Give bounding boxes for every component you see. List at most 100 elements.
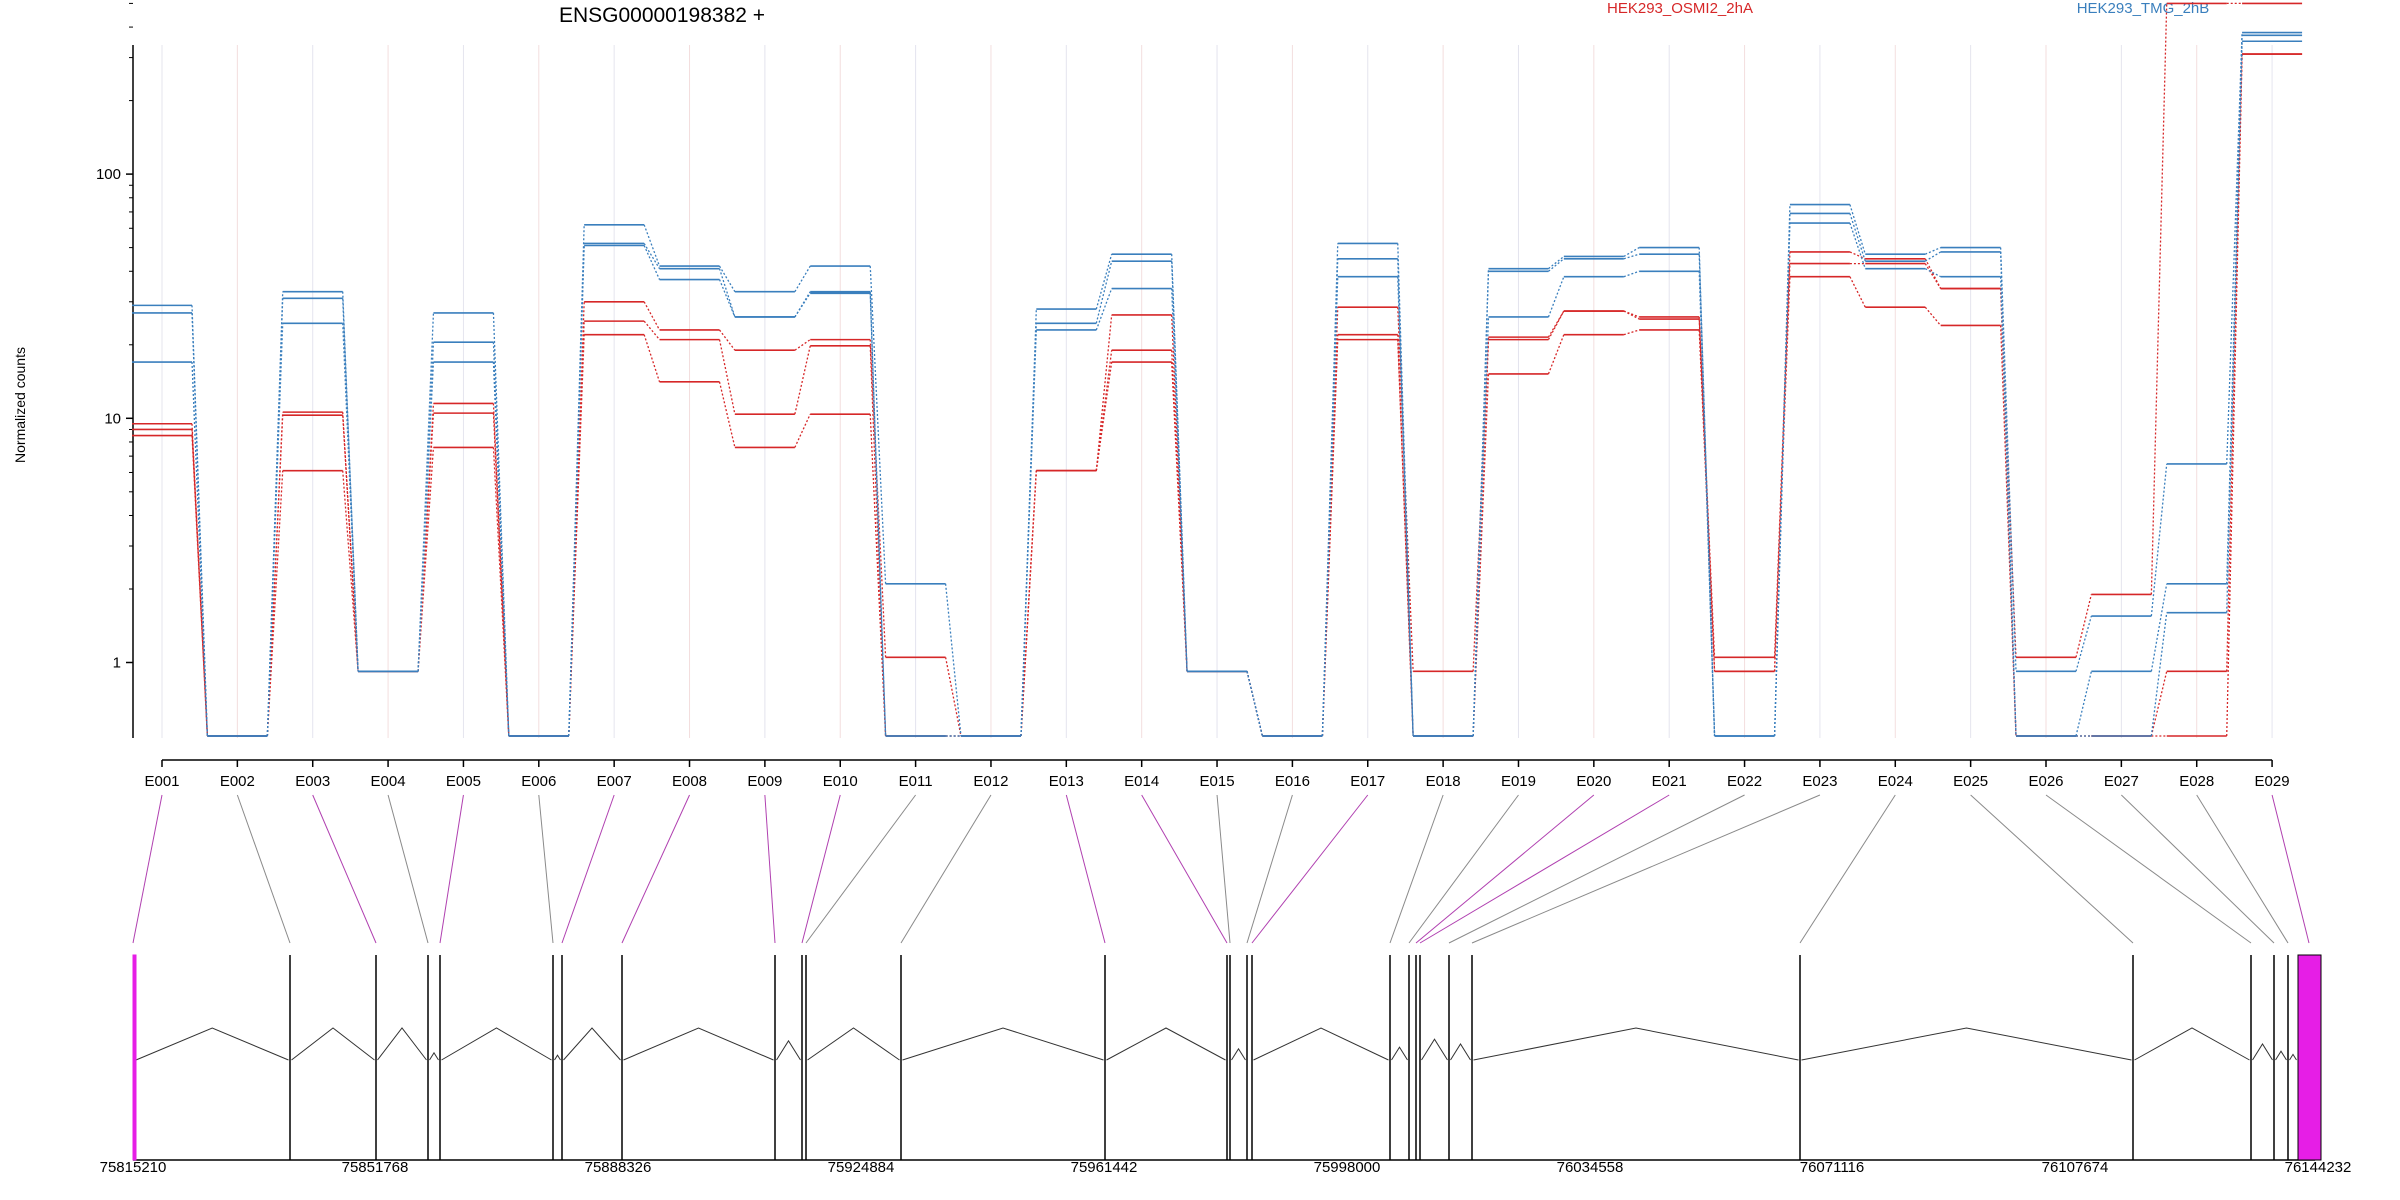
- data-connector: [1698, 316, 1716, 658]
- exon-gridlines: [161, 45, 2273, 738]
- data-connector: [492, 447, 510, 737]
- exon-box-e001: [132, 954, 137, 1161]
- data-connector: [869, 266, 887, 584]
- x-tick-label-e012: E012: [973, 773, 1008, 790]
- data-connector: [1924, 258, 1942, 289]
- y-tick-label: 100: [96, 166, 121, 183]
- data-connector: [568, 245, 585, 737]
- series-lines: [132, 2, 2303, 737]
- intron-chevron: [1391, 1046, 1408, 1061]
- intron-chevron: [623, 1027, 774, 1061]
- data-connector: [1698, 271, 1716, 737]
- data-connector: [1773, 223, 1791, 737]
- connector-e025: [1970, 794, 2134, 944]
- x-tick-label-e009: E009: [747, 773, 782, 790]
- intron-chevron: [902, 1027, 1104, 1061]
- data-connector: [718, 268, 736, 318]
- data-connector: [869, 414, 887, 737]
- data-connector: [1397, 258, 1414, 737]
- data-connector: [1321, 339, 1339, 737]
- data-connector: [1548, 258, 1565, 272]
- data-connector: [1623, 310, 1640, 320]
- intron-chevron: [1253, 1027, 1389, 1061]
- data-connector: [1321, 276, 1339, 737]
- data-connector: [2075, 594, 2092, 658]
- data-connector: [1698, 329, 1716, 672]
- data-connector: [869, 339, 887, 658]
- intron-chevron: [2289, 1053, 2297, 1061]
- data-connector: [1849, 213, 1866, 262]
- intron-chevron: [441, 1027, 552, 1061]
- data-connector: [417, 413, 435, 672]
- intron-chevron: [377, 1027, 427, 1061]
- connector-e002: [236, 794, 291, 944]
- x-tick-label-e028: E028: [2179, 773, 2214, 790]
- x-tick-label-e013: E013: [1049, 773, 1084, 790]
- data-connector: [1623, 247, 1640, 258]
- connector-e004: [387, 794, 429, 944]
- intron-chevron: [135, 1027, 289, 1061]
- x-tick-label-e006: E006: [521, 773, 556, 790]
- data-connector: [1925, 247, 1941, 255]
- connector-e017: [1251, 794, 1369, 944]
- intron-chevron: [2134, 1027, 2250, 1061]
- data-connector: [266, 323, 284, 737]
- data-connector: [643, 334, 661, 383]
- x-tick-label-e019: E019: [1501, 773, 1536, 790]
- data-connector: [1020, 470, 1037, 737]
- coordinate-label: 75998000: [1314, 1159, 1381, 1176]
- x-tick-label-e029: E029: [2255, 773, 2290, 790]
- data-connector: [643, 301, 661, 331]
- data-connector: [1547, 310, 1565, 338]
- coordinate-label: 76107674: [2042, 1159, 2109, 1176]
- connector-e026: [2045, 794, 2252, 944]
- coordinate-label: 76071116: [1800, 1159, 1865, 1176]
- x-tick-label-e023: E023: [1802, 773, 1837, 790]
- connector-e005: [439, 794, 464, 944]
- data-connector: [643, 224, 661, 267]
- series-6: [132, 40, 2303, 737]
- data-connector: [794, 339, 811, 351]
- data-connector: [342, 415, 359, 672]
- data-connector: [643, 320, 661, 341]
- gene-model: 75815210 75851768 75888326 75924884 75961442…: [100, 954, 2352, 1176]
- data-connector: [1999, 251, 2017, 737]
- data-connector: [718, 279, 736, 318]
- data-connector: [1924, 306, 1942, 326]
- data-connector: [1472, 339, 1490, 737]
- x-tick-label-e011: E011: [899, 773, 933, 790]
- intron-chevron: [1231, 1047, 1246, 1061]
- x-tick-label-e008: E008: [672, 773, 707, 790]
- intron-chevron: [1106, 1027, 1226, 1061]
- x-tick-label-e017: E017: [1350, 773, 1385, 790]
- data-connector: [1924, 251, 1941, 262]
- connector-e011: [805, 794, 917, 944]
- x-tick-label-e016: E016: [1275, 773, 1310, 790]
- y-tick-label: 1: [113, 655, 121, 672]
- data-connector: [1849, 204, 1866, 255]
- x-tick-label-e014: E014: [1124, 773, 1159, 790]
- x-tick-label-e001: E001: [144, 773, 179, 790]
- data-connector: [869, 293, 887, 737]
- data-connector: [1547, 334, 1565, 375]
- data-connector: [794, 345, 811, 415]
- x-tick-label-e026: E026: [2028, 773, 2063, 790]
- coordinate-label: 76034558: [1557, 1159, 1624, 1176]
- data-connector: [2226, 54, 2243, 737]
- coordinate-label: 76144232: [2285, 1159, 2352, 1176]
- y-axis-label: Normalized counts: [12, 347, 28, 463]
- data-connector: [492, 312, 510, 737]
- x-tick-label-e021: E021: [1652, 773, 1687, 790]
- connector-e006: [538, 794, 554, 944]
- intron-chevron: [807, 1027, 900, 1061]
- data-connector: [1246, 671, 1264, 737]
- data-connector: [1095, 261, 1113, 324]
- data-connector: [1095, 350, 1113, 471]
- connector-e001: [132, 794, 163, 944]
- intron-chevron: [1450, 1043, 1471, 1061]
- data-connector: [643, 245, 661, 280]
- connector-e028: [2196, 794, 2289, 944]
- data-connector: [1623, 270, 1640, 278]
- data-connector: [794, 292, 811, 318]
- intron-chevron: [291, 1027, 375, 1061]
